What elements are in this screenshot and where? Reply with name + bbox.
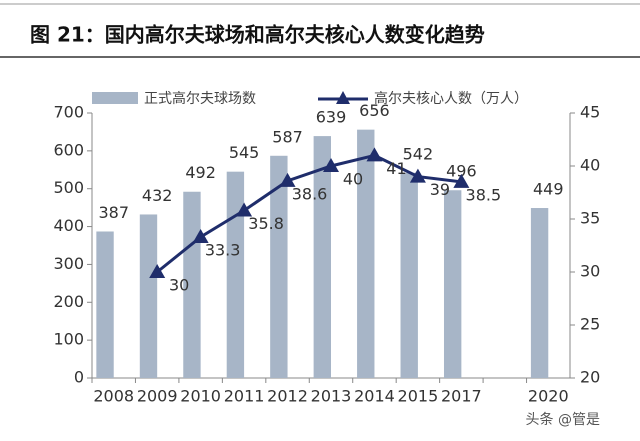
y-tick-label: 0 — [74, 368, 84, 387]
line — [156, 153, 462, 274]
bar — [400, 172, 418, 378]
line-value-label: 38.5 — [466, 185, 502, 204]
y2-tick-label: 20 — [580, 368, 600, 387]
line-marker — [279, 172, 296, 187]
legend-swatch — [92, 92, 138, 104]
bar-value-label: 542 — [403, 144, 434, 163]
line-value-label: 30 — [169, 276, 189, 295]
bar-value-label: 449 — [533, 180, 564, 199]
line-value-label: 35.8 — [248, 214, 284, 233]
y2-tick-label: 40 — [580, 156, 600, 175]
x-tick-label: 2010 — [180, 387, 221, 406]
bar — [226, 171, 245, 378]
y-tick-label: 500 — [53, 178, 84, 197]
line-marker — [149, 264, 166, 278]
bar-value-label: 545 — [229, 143, 260, 162]
line-value-label: 40 — [343, 170, 363, 189]
line-value-label: 33.3 — [205, 241, 241, 260]
bar-value-label: 496 — [446, 162, 477, 181]
line-value-label: 39 — [430, 180, 450, 199]
x-tick-label: 2015 — [398, 387, 439, 406]
x-tick-label: 2014 — [354, 387, 395, 406]
bar-value-label: 587 — [272, 127, 303, 146]
x-tick-label: 2013 — [311, 387, 352, 406]
line-marker — [236, 202, 253, 217]
bar-value-label: 432 — [142, 186, 173, 205]
y2-tick-label: 30 — [580, 262, 600, 281]
bar — [443, 190, 462, 378]
y-tick-label: 200 — [53, 292, 84, 311]
line-value-label: 41 — [386, 159, 406, 178]
legend-label: 高尔夫核心人数（万人） — [374, 90, 528, 107]
watermark: 头条 @管是 — [526, 411, 600, 428]
y-tick-label: 300 — [53, 254, 84, 273]
legend-marker — [336, 91, 350, 104]
x-tick-label: 2017 — [441, 387, 482, 406]
y-tick-label: 400 — [53, 216, 84, 235]
bar — [313, 136, 331, 378]
y2-tick-label: 45 — [580, 103, 600, 122]
bar — [96, 231, 114, 378]
x-tick-label: 2012 — [267, 387, 308, 406]
line-marker — [323, 158, 339, 172]
y2-tick-label: 25 — [580, 315, 600, 334]
bar — [270, 155, 288, 378]
bar-value-label: 639 — [316, 108, 347, 127]
line-marker — [192, 229, 209, 244]
x-tick-label: 2009 — [137, 387, 178, 406]
line-marker — [453, 173, 470, 188]
line-marker — [409, 168, 426, 183]
chart-title: 图 21：国内高尔夫球场和高尔夫核心人数变化趋势 — [30, 23, 485, 47]
x-tick-label: 2020 — [528, 387, 569, 406]
bar-value-label: 492 — [185, 163, 216, 182]
y-tick-label: 600 — [53, 140, 84, 159]
bar — [530, 208, 549, 378]
line-value-label: 38.6 — [292, 184, 328, 203]
y-tick-label: 100 — [53, 330, 84, 349]
legend-label: 正式高尔夫球场数 — [144, 90, 256, 107]
x-tick-label: 2008 — [93, 387, 134, 406]
line-marker — [366, 147, 383, 162]
bar-value-label: 387 — [98, 203, 129, 222]
x-tick-label: 2011 — [224, 387, 265, 406]
bar — [139, 214, 158, 378]
bar — [357, 129, 375, 378]
bar-value-label: 656 — [359, 101, 390, 120]
y2-tick-label: 35 — [580, 209, 600, 228]
y-tick-label: 700 — [53, 103, 84, 122]
